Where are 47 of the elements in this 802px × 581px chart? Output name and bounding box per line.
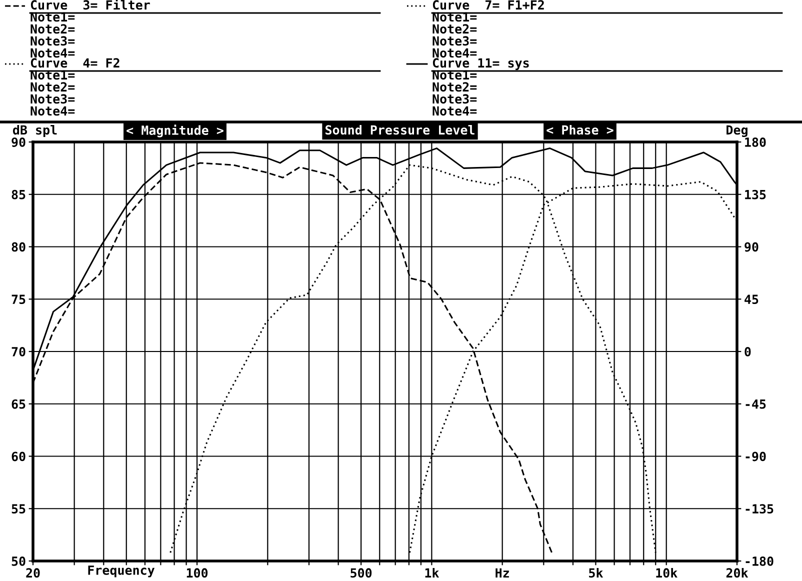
legend-label: Curve 7= F1+F2 <box>432 0 544 10</box>
legend-label: Curve 11= sys <box>432 58 529 70</box>
y2-axis-title: Deg <box>726 125 748 138</box>
text: Note2= <box>432 24 477 34</box>
x-tick-label: 20k <box>726 568 748 578</box>
y2-tick-label: 90 <box>744 242 758 252</box>
y-axis-title: dB spl <box>12 124 57 138</box>
text: < Phase > <box>546 124 614 135</box>
text: Note4= <box>30 106 75 116</box>
text: Note4= <box>432 48 477 58</box>
y-tick-label: 60 <box>12 452 26 462</box>
text: Note3= <box>30 94 75 104</box>
y2-tick-label: -135 <box>746 504 774 514</box>
x-tick-label: 20 <box>26 568 40 578</box>
text: Note3= <box>432 36 477 46</box>
y2-tick-label: 45 <box>744 294 758 304</box>
x-tick-label: 1k <box>425 568 440 578</box>
x-tick-label: 500 <box>350 568 372 578</box>
chart-title: Sound Pressure Level <box>326 124 474 135</box>
y2-tick-label: 180 <box>745 137 766 147</box>
legend-label: Curve 4= F2 <box>30 58 120 68</box>
x-axis-title: Frequency <box>88 566 155 578</box>
text: Note4= <box>30 48 75 58</box>
y-tick-label: 70 <box>12 346 26 356</box>
x-tick-label: 100 <box>186 568 208 578</box>
y-tick-label: 65 <box>12 399 26 409</box>
text: Note4= <box>432 106 477 116</box>
text: < Magnitude > <box>126 124 224 138</box>
y-tick-label: 55 <box>12 504 26 514</box>
y2-tick-label: 135 <box>745 190 766 200</box>
text: Note3= <box>432 94 477 104</box>
x-tick-label: 10k <box>656 568 678 578</box>
text: Note2= <box>432 82 477 92</box>
y2-tick-label: 0 <box>744 346 751 356</box>
y2-tick-label: -180 <box>746 556 774 566</box>
x-tick-label: 5k <box>589 568 604 578</box>
y-tick-label: 75 <box>12 294 26 304</box>
y-tick-label: 50 <box>12 556 26 566</box>
y2-tick-label: -45 <box>746 400 766 409</box>
y-tick-label: 80 <box>12 242 26 252</box>
x-tick-label: Hz <box>496 568 509 578</box>
text: Note2= <box>30 82 75 92</box>
y-tick-label: 85 <box>12 190 26 200</box>
y-tick-label: 90 <box>12 137 26 147</box>
y2-tick-label: -90 <box>746 452 766 462</box>
text: Note3= <box>30 36 75 46</box>
text: Note2= <box>30 24 75 34</box>
